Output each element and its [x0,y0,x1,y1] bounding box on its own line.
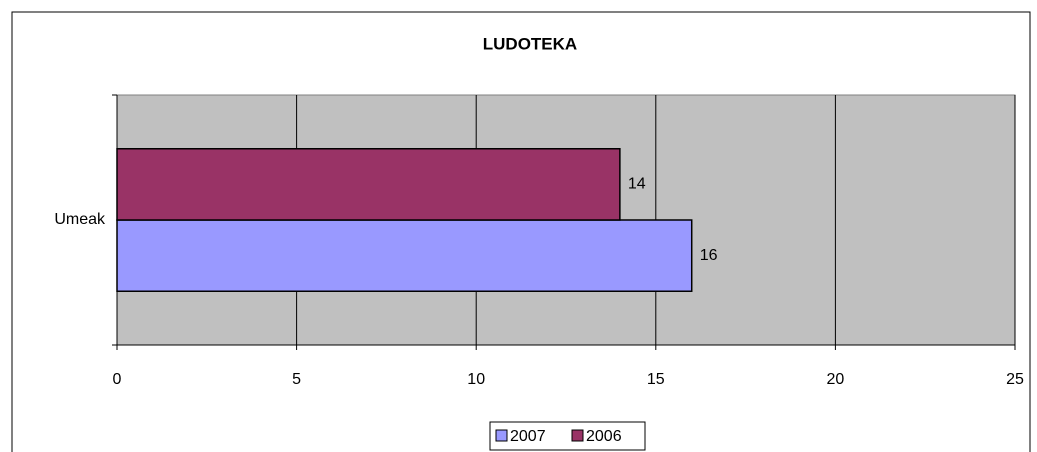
chart-title: LUDOTEKA [483,34,577,53]
x-tick-label: 0 [113,371,122,388]
bar [116,148,621,221]
x-tick-label: 20 [827,371,845,388]
legend-swatch [495,429,508,442]
bar [116,219,693,292]
x-tick-label: 25 [1006,371,1024,388]
data-label: 14 [628,176,646,193]
x-tick-label: 15 [647,371,665,388]
legend-label: 2006 [586,428,622,445]
x-tick-label: 10 [467,371,485,388]
x-tick-label: 5 [292,371,301,388]
data-label: 16 [700,247,718,264]
legend-swatch [571,429,584,442]
y-tick-label: Umeak [54,211,106,228]
legend-label: 2007 [510,428,546,445]
legend [489,421,646,451]
